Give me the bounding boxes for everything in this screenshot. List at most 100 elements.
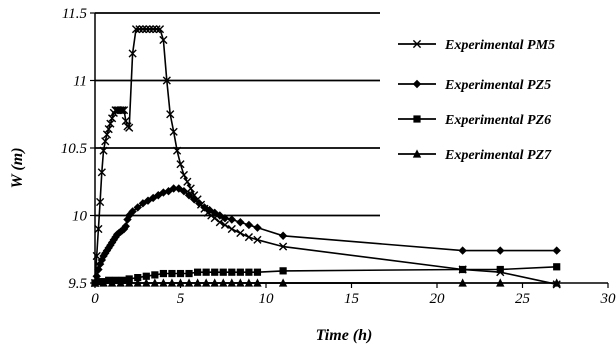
data-point — [95, 259, 105, 269]
data-point — [236, 228, 245, 238]
data-point — [162, 76, 171, 85]
legend-item: Experimental PZ6 — [398, 113, 551, 128]
tick-labels: 0 5 10 15 20 25 30 9.5 10 10.5 11 11.5 — [61, 6, 616, 307]
data-point — [138, 25, 147, 34]
data-point — [200, 203, 209, 212]
y-tick-label: 10.5 — [61, 141, 88, 157]
series-3 — [91, 263, 561, 287]
data-point — [105, 276, 113, 284]
data-point — [253, 268, 262, 276]
data-point — [169, 184, 178, 193]
data-point — [159, 35, 168, 45]
x-tick-label: 15 — [344, 291, 360, 307]
legend-label: Experimental PZ6 — [444, 113, 551, 128]
data-point — [151, 271, 159, 279]
data-point — [94, 265, 103, 274]
data-point — [108, 114, 117, 123]
data-point — [195, 199, 204, 208]
legend-item: Experimental PZ5 — [398, 78, 551, 93]
data-point — [159, 269, 167, 278]
data-point — [172, 146, 182, 155]
y-tick-label: 11.5 — [62, 6, 88, 22]
legend-marker — [412, 39, 422, 49]
series-1 — [90, 25, 561, 289]
data-point — [236, 218, 245, 227]
data-point — [459, 265, 467, 274]
data-point — [111, 232, 120, 242]
data-point — [166, 110, 175, 119]
data-point — [121, 222, 130, 231]
data-point — [145, 25, 154, 34]
data-point — [176, 160, 185, 169]
x-tick-label: 30 — [600, 291, 616, 307]
data-point — [279, 242, 288, 251]
x-tick-label: 20 — [430, 291, 446, 307]
data-point — [99, 146, 108, 155]
y-tick-label: 11 — [73, 74, 87, 90]
data-point — [111, 276, 120, 284]
data-point — [236, 268, 244, 276]
x-tick-label: 0 — [91, 291, 99, 307]
legend-label: Experimental PM5 — [444, 38, 555, 53]
data-point — [179, 170, 189, 180]
data-point — [128, 207, 137, 216]
data-point — [149, 25, 158, 34]
data-point — [118, 276, 126, 284]
y-tick-label: 9.5 — [68, 276, 87, 292]
data-point — [101, 137, 110, 146]
data-point — [183, 177, 192, 186]
data-point — [244, 233, 253, 242]
data-point — [553, 263, 561, 271]
data-point — [458, 246, 467, 255]
data-point — [118, 106, 127, 115]
legend-item: Experimental PZ7 — [398, 148, 552, 163]
data-point — [104, 125, 113, 134]
data-point — [121, 116, 130, 126]
data-point — [142, 25, 151, 34]
data-point — [245, 268, 253, 276]
legend-marker — [413, 115, 421, 123]
data-point — [179, 187, 189, 196]
x-axis-title: Time (h) — [316, 327, 373, 344]
data-point — [244, 220, 254, 230]
data-point — [496, 246, 505, 255]
grid-lines — [95, 12, 380, 284]
legend: Experimental PM5 Experimental PZ5 Experime… — [398, 38, 555, 163]
data-point — [186, 184, 195, 193]
data-point — [211, 268, 219, 276]
x-tick-label: 10 — [259, 291, 275, 307]
y-tick-label: 10 — [72, 209, 88, 225]
data-point — [253, 235, 262, 244]
data-point — [128, 49, 137, 58]
legend-marker — [412, 149, 422, 158]
x-tick-label: 25 — [515, 291, 531, 307]
data-point — [133, 203, 142, 212]
legend-label: Experimental PZ5 — [444, 78, 551, 93]
data-point — [168, 269, 176, 278]
data-point — [125, 123, 134, 132]
x-tick-label: 5 — [177, 291, 185, 307]
data-point — [227, 215, 236, 224]
data-point — [552, 246, 561, 255]
data-point — [174, 184, 183, 193]
data-point — [253, 223, 262, 232]
data-point — [94, 224, 103, 234]
data-point — [220, 220, 230, 230]
data-point — [134, 274, 142, 282]
data-point — [131, 25, 141, 34]
data-point — [116, 106, 125, 115]
data-point — [194, 268, 202, 276]
data-point — [202, 268, 210, 276]
data-point — [228, 268, 236, 276]
data-point — [107, 238, 117, 247]
data-point — [220, 214, 230, 223]
data-point — [155, 25, 165, 34]
data-point — [227, 224, 236, 234]
data-point — [189, 195, 199, 204]
data-point — [169, 127, 178, 136]
data-point — [176, 269, 185, 278]
data-point — [96, 197, 105, 207]
data-point — [98, 278, 106, 286]
data-point — [119, 224, 129, 234]
